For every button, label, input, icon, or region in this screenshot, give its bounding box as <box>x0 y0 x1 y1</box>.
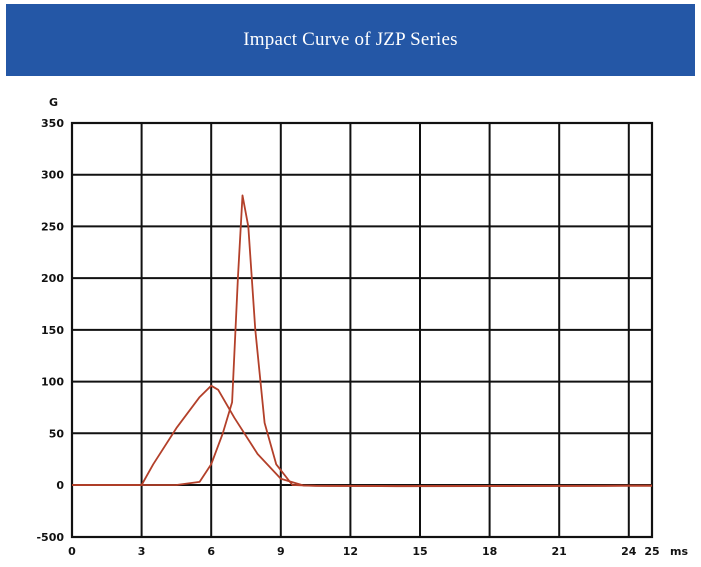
y-tick-label: 250 <box>41 220 64 233</box>
chart-title: Impact Curve of JZP Series <box>243 29 458 50</box>
x-axis-ticks: 0 3 6 9 12 15 18 21 24 25 <box>68 545 659 558</box>
y-tick-label: 300 <box>41 169 64 182</box>
x-tick-label: 12 <box>343 545 358 558</box>
x-tick-label: 9 <box>277 545 285 558</box>
x-tick-label: 15 <box>412 545 427 558</box>
x-tick-label: 3 <box>138 545 146 558</box>
y-tick-label: 200 <box>41 272 64 285</box>
y-tick-label: 100 <box>41 376 64 389</box>
x-tick-label: 25 <box>644 545 659 558</box>
y-tick-label: 0 <box>56 479 64 492</box>
x-tick-label: 0 <box>68 545 76 558</box>
chart-series <box>72 194 652 488</box>
y-tick-label: 350 <box>41 117 64 130</box>
x-axis-label: ms <box>670 545 688 558</box>
x-tick-label: 21 <box>552 545 567 558</box>
chart-grid <box>70 121 654 539</box>
x-tick-label: 6 <box>207 545 215 558</box>
x-tick-label: 24 <box>621 545 637 558</box>
y-tick-label: 50 <box>49 427 65 440</box>
y-tick-label: 150 <box>41 324 64 337</box>
x-tick-label: 18 <box>482 545 497 558</box>
chart-title-banner: Impact Curve of JZP Series <box>6 4 695 76</box>
y-tick-label: -500 <box>36 531 64 544</box>
series-line-2 <box>72 194 652 488</box>
y-axis-ticks: 350 300 250 200 150 100 50 0 -500 <box>36 117 64 544</box>
series-line-1 <box>72 384 652 487</box>
y-axis-label: G <box>49 96 58 109</box>
